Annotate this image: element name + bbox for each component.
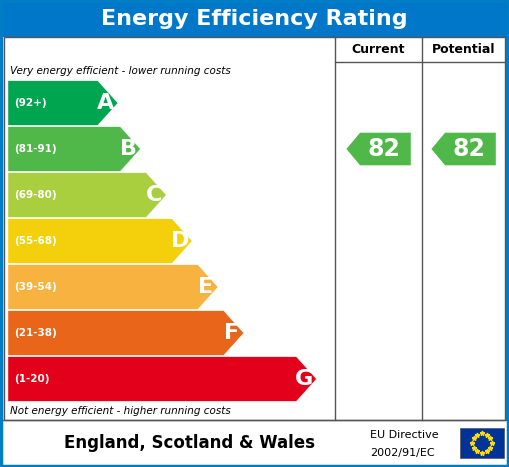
Bar — [1, 1, 508, 37]
Polygon shape — [8, 357, 317, 401]
Polygon shape — [8, 173, 166, 217]
Polygon shape — [8, 265, 218, 309]
Text: (69-80): (69-80) — [14, 190, 56, 200]
Bar — [1, 420, 508, 466]
Text: D: D — [171, 231, 189, 251]
Text: (1-20): (1-20) — [14, 374, 49, 384]
Text: (55-68): (55-68) — [14, 236, 56, 246]
Text: Potential: Potential — [432, 43, 495, 56]
Text: G: G — [295, 369, 314, 389]
Text: F: F — [224, 323, 239, 343]
Text: Very energy efficient - lower running costs: Very energy efficient - lower running co… — [10, 66, 231, 76]
Text: England, Scotland & Wales: England, Scotland & Wales — [65, 434, 316, 452]
Polygon shape — [346, 132, 411, 166]
Text: A: A — [97, 93, 115, 113]
Text: B: B — [120, 139, 137, 159]
Text: (39-54): (39-54) — [14, 282, 56, 292]
Polygon shape — [8, 219, 192, 263]
Bar — [4, 37, 505, 420]
Polygon shape — [8, 81, 118, 125]
Text: 82: 82 — [453, 137, 485, 161]
Polygon shape — [8, 311, 244, 355]
Text: E: E — [199, 277, 213, 297]
Text: (21-38): (21-38) — [14, 328, 56, 338]
Text: 2002/91/EC: 2002/91/EC — [370, 448, 435, 458]
Text: Energy Efficiency Rating: Energy Efficiency Rating — [101, 9, 408, 29]
Text: C: C — [146, 185, 162, 205]
Polygon shape — [431, 132, 496, 166]
Polygon shape — [8, 127, 140, 171]
Text: (81-91): (81-91) — [14, 144, 56, 154]
Text: EU Directive: EU Directive — [370, 430, 439, 440]
Text: 82: 82 — [367, 137, 400, 161]
Text: Not energy efficient - higher running costs: Not energy efficient - higher running co… — [10, 406, 231, 416]
Text: Current: Current — [352, 43, 405, 56]
Text: (92+): (92+) — [14, 98, 47, 108]
Bar — [460, 428, 504, 458]
